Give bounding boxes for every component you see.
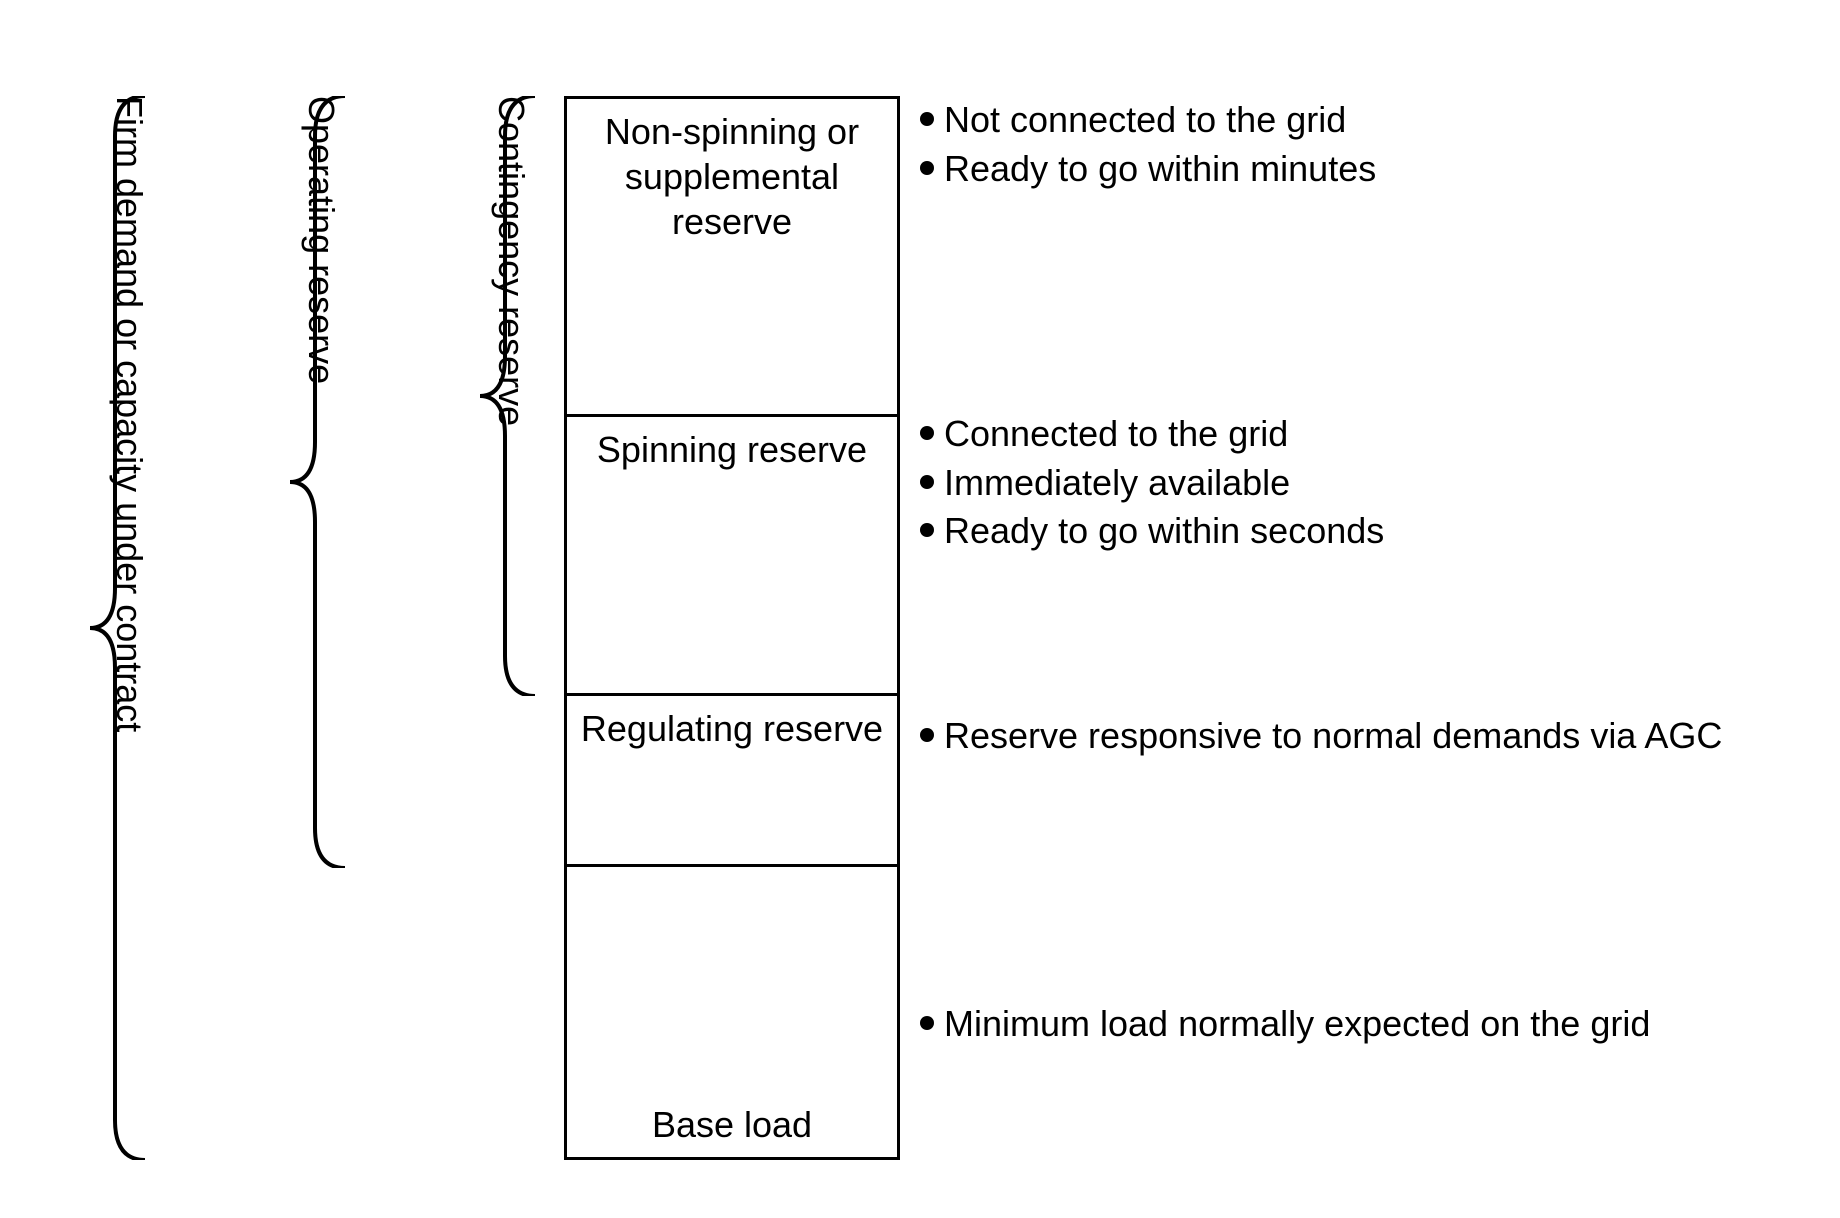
bullet-text: Ready to go within minutes — [944, 145, 1376, 194]
bullet-text: Immediately available — [944, 459, 1290, 508]
box-nonspinning: Non-spinning or supplemental reserve — [567, 99, 897, 417]
bullet-item: Ready to go within minutes — [920, 145, 1740, 194]
bullet-text: Not connected to the grid — [944, 96, 1346, 145]
bullet-icon — [920, 475, 934, 489]
box-regulating: Regulating reserve — [567, 696, 897, 867]
brace-contingency — [480, 96, 535, 696]
bullet-text: Minimum load normally expected on the gr… — [944, 1000, 1650, 1049]
bullets-spinning: Connected to the grid Immediately availa… — [920, 410, 1740, 556]
brace-firm — [90, 96, 145, 1160]
bullet-icon — [920, 1016, 934, 1030]
bullet-icon — [920, 426, 934, 440]
box-label: Regulating reserve — [581, 706, 883, 751]
bullet-item: Not connected to the grid — [920, 96, 1740, 145]
bullets-nonspinning: Not connected to the grid Ready to go wi… — [920, 96, 1740, 193]
bullet-text: Connected to the grid — [944, 410, 1288, 459]
bullets-baseload: Minimum load normally expected on the gr… — [920, 1000, 1740, 1049]
box-label: Non-spinning or supplemental reserve — [567, 109, 897, 244]
reserve-stack: Non-spinning or supplemental reserve Spi… — [564, 96, 900, 1160]
bullet-icon — [920, 523, 934, 537]
bullet-item: Minimum load normally expected on the gr… — [920, 1000, 1740, 1049]
bullet-text: Reserve responsive to normal demands via… — [944, 712, 1722, 761]
box-spinning: Spinning reserve — [567, 417, 897, 695]
box-label: Base load — [652, 1102, 812, 1147]
bullet-item: Ready to go within seconds — [920, 507, 1740, 556]
bullet-item: Connected to the grid — [920, 410, 1740, 459]
bullets-regulating: Reserve responsive to normal demands via… — [920, 712, 1740, 761]
brace-operating — [290, 96, 345, 868]
box-baseload: Base load — [567, 867, 897, 1157]
bullet-icon — [920, 728, 934, 742]
bullet-item: Reserve responsive to normal demands via… — [920, 712, 1740, 761]
bullet-item: Immediately available — [920, 459, 1740, 508]
bullet-icon — [920, 112, 934, 126]
bullet-text: Ready to go within seconds — [944, 507, 1384, 556]
bullet-icon — [920, 161, 934, 175]
box-label: Spinning reserve — [597, 427, 867, 472]
